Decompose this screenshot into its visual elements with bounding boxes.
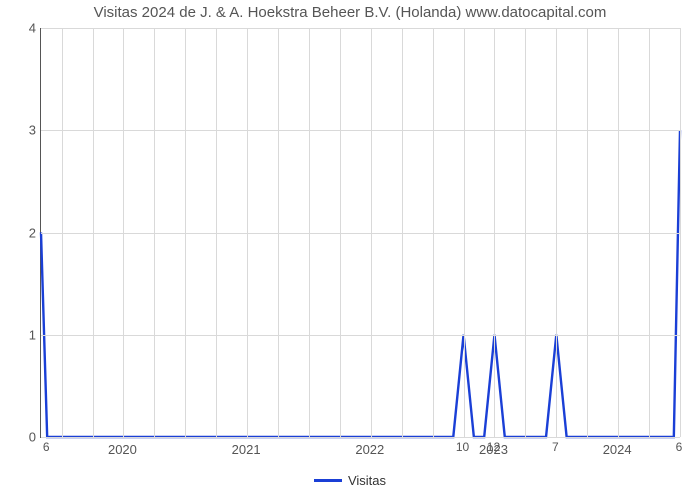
point-value-label: 12: [487, 440, 500, 454]
legend-label: Visitas: [348, 473, 386, 488]
gridline-vertical: [464, 28, 465, 437]
gridline-vertical: [216, 28, 217, 437]
x-year-label: 2022: [355, 442, 384, 457]
x-year-label: 2024: [603, 442, 632, 457]
gridline-vertical: [618, 28, 619, 437]
gridline-horizontal: [41, 28, 680, 29]
gridline-vertical: [371, 28, 372, 437]
gridline-vertical: [525, 28, 526, 437]
y-tick-label: 3: [6, 123, 36, 138]
gridline-vertical: [62, 28, 63, 437]
gridline-vertical: [680, 28, 681, 437]
gridline-vertical: [494, 28, 495, 437]
gridline-vertical: [93, 28, 94, 437]
gridline-vertical: [402, 28, 403, 437]
chart-title: Visitas 2024 de J. & A. Hoekstra Beheer …: [0, 4, 700, 21]
x-year-label: 2020: [108, 442, 137, 457]
y-tick-label: 2: [6, 225, 36, 240]
gridline-horizontal: [41, 335, 680, 336]
gridline-vertical: [433, 28, 434, 437]
point-value-label: 7: [552, 440, 559, 454]
legend-swatch: [314, 479, 342, 482]
y-tick-label: 1: [6, 327, 36, 342]
point-value-label: 6: [676, 440, 683, 454]
y-tick-label: 0: [6, 430, 36, 445]
gridline-vertical: [247, 28, 248, 437]
point-value-label: 10: [456, 440, 469, 454]
gridline-horizontal: [41, 233, 680, 234]
legend: Visitas: [0, 472, 700, 488]
gridline-vertical: [556, 28, 557, 437]
gridline-horizontal: [41, 130, 680, 131]
gridline-vertical: [154, 28, 155, 437]
y-tick-label: 4: [6, 21, 36, 36]
gridline-vertical: [309, 28, 310, 437]
gridline-vertical: [340, 28, 341, 437]
plot-area: [40, 28, 680, 438]
visits-chart: Visitas 2024 de J. & A. Hoekstra Beheer …: [0, 0, 700, 500]
gridline-vertical: [123, 28, 124, 437]
gridline-horizontal: [41, 437, 680, 438]
gridline-vertical: [649, 28, 650, 437]
gridline-vertical: [185, 28, 186, 437]
gridline-vertical: [278, 28, 279, 437]
gridline-vertical: [587, 28, 588, 437]
point-value-label: 6: [43, 440, 50, 454]
x-year-label: 2021: [232, 442, 261, 457]
